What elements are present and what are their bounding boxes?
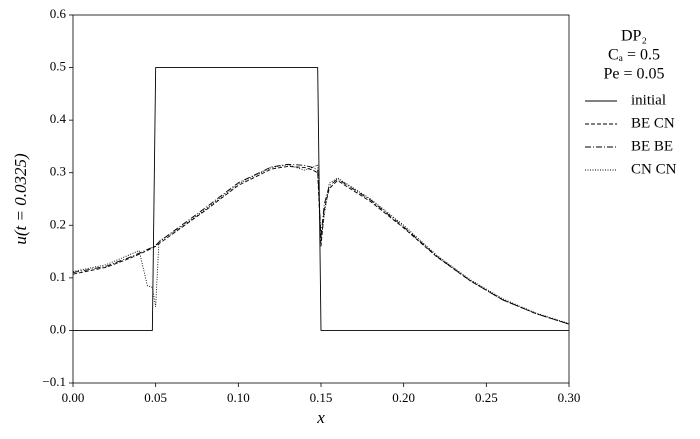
x-tick-label: 0.00 [62,390,85,405]
legend-title: Pe = 0.05 [603,66,664,83]
x-tick-label: 0.15 [310,390,333,405]
y-tick-label: 0.3 [50,164,66,179]
x-tick-label: 0.25 [475,390,498,405]
legend-label: CN CN [631,161,677,177]
legend-title: Cₐ = 0.5 [608,47,660,64]
y-tick-label: 0.2 [50,216,66,231]
legend-label: BE CN [631,115,675,131]
series-line [72,163,570,325]
legend-label: BE BE [631,138,673,154]
y-tick-label: 0.1 [50,269,66,284]
series-line [72,165,570,325]
x-axis-label: x [316,408,325,427]
x-tick-label: 0.30 [558,390,581,405]
y-axis-label: u(t = 0.0325) [11,153,30,245]
plot-frame [72,14,570,384]
y-tick-label: −0.1 [42,374,66,389]
legend-title: DP₂ [621,28,647,45]
series-line [73,67,569,331]
y-tick-label: 0.0 [50,321,66,336]
y-tick-label: 0.4 [50,111,67,126]
y-tick-label: 0.5 [50,59,66,74]
x-tick-label: 0.10 [227,390,250,405]
y-tick-label: 0.6 [50,6,67,21]
legend-label: initial [631,92,666,108]
x-tick-label: 0.05 [144,390,167,405]
x-tick-label: 0.20 [392,390,415,405]
series-line [72,164,570,325]
